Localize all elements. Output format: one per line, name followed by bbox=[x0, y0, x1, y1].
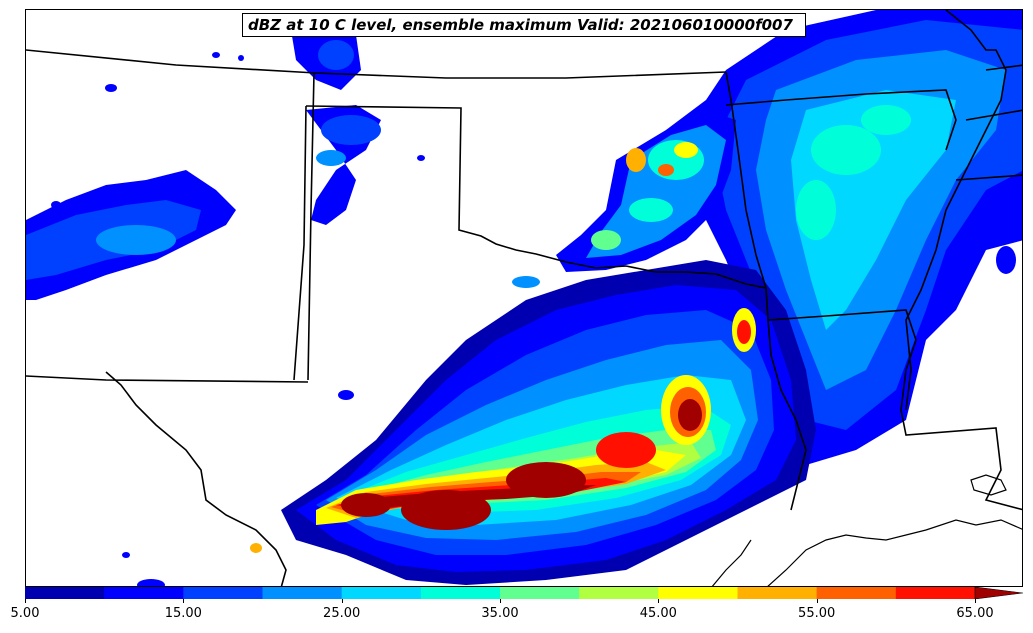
colorbar-tick-label: 5.00 bbox=[10, 606, 40, 621]
colorbar-tick-label: 15.00 bbox=[164, 606, 202, 621]
colorbar-tick-label: 35.00 bbox=[481, 606, 519, 621]
coastline bbox=[711, 474, 1022, 586]
colorbar-segment bbox=[658, 587, 738, 599]
colorbar-tick-mark bbox=[975, 599, 976, 603]
precip-area-oklahoma bbox=[512, 110, 736, 288]
colorbar-segment bbox=[341, 587, 422, 599]
colorbar-segment bbox=[104, 587, 184, 599]
colorbar-tick-mark bbox=[658, 599, 660, 603]
precip-area-northeast bbox=[666, 10, 1022, 465]
colorbar-segment bbox=[25, 587, 105, 599]
colorbar-tick-mark bbox=[341, 599, 343, 603]
colorbar-tick-mark bbox=[183, 599, 185, 603]
precip-speckles bbox=[51, 52, 1016, 586]
precip-area-south bbox=[250, 260, 816, 585]
colorbar-segment bbox=[816, 587, 897, 599]
colorbar-tick-label: 55.00 bbox=[798, 606, 836, 621]
colorbar-tick-mark bbox=[816, 599, 818, 603]
state-boundaries bbox=[26, 10, 1022, 586]
map-panel bbox=[25, 9, 1023, 587]
reflectivity-map bbox=[26, 10, 1022, 586]
colorbar bbox=[25, 587, 1023, 599]
colorbar-tick-label: 45.00 bbox=[639, 606, 677, 621]
colorbar-segment bbox=[500, 587, 580, 599]
precip-area-northwest bbox=[26, 20, 381, 300]
colorbar-segment bbox=[895, 587, 976, 599]
colorbar-extend-arrow bbox=[974, 587, 1023, 599]
colorbar-tick-label: 65.00 bbox=[956, 606, 994, 621]
colorbar-segment bbox=[262, 587, 343, 599]
colorbar-tick-mark bbox=[25, 599, 26, 603]
colorbar-tick-mark bbox=[500, 599, 501, 603]
colorbar-tick-label: 25.00 bbox=[323, 606, 361, 621]
colorbar-segment bbox=[420, 587, 501, 599]
map-title: dBZ at 10 C level, ensemble maximum Vali… bbox=[242, 13, 806, 37]
colorbar-segment bbox=[183, 587, 263, 599]
colorbar-segment bbox=[737, 587, 818, 599]
colorbar-segment bbox=[579, 587, 659, 599]
